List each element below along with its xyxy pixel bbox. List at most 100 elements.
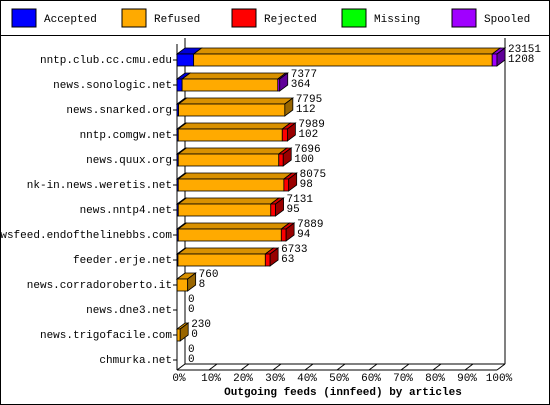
bar (264, 253, 271, 267)
y-tick-label: news.dne3.net (86, 305, 172, 317)
legend-swatch (231, 8, 257, 28)
bar (177, 128, 283, 142)
bar (278, 153, 284, 167)
bar (176, 328, 181, 342)
bar (280, 228, 287, 242)
y-tick-label: feeder.erje.net (73, 255, 172, 267)
legend-swatch (121, 8, 147, 28)
legend-label: Missing (374, 14, 420, 26)
tick-mark (464, 363, 474, 371)
tick-mark (208, 363, 218, 371)
value-label: 102 (298, 129, 318, 141)
x-tick-label: 20% (233, 373, 253, 385)
value-label: 8075 (300, 169, 326, 181)
value-label: 98 (300, 179, 313, 191)
bar-top (177, 147, 288, 155)
chart-title: Outgoing feeds (innfeed) by articles (224, 387, 462, 399)
bar (178, 103, 286, 117)
legend-swatch (11, 8, 37, 28)
bar-top (177, 97, 295, 105)
tick-mark (368, 363, 378, 371)
y-tick-label: news.corradoroberto.it (27, 280, 172, 292)
legend-label: Rejected (264, 14, 317, 26)
value-label: 7377 (291, 69, 317, 81)
x-tick-label: 100% (486, 373, 513, 385)
value-label: 7989 (298, 119, 324, 131)
value-label: 230 (191, 319, 211, 331)
bar-side (282, 147, 292, 167)
tick-mark (272, 363, 282, 371)
bar-top (177, 197, 280, 205)
value-label: 100 (294, 154, 314, 166)
legend-label: Spooled (484, 14, 530, 26)
y-tick-label: newsfeed.endofthelinebbs.com (0, 230, 172, 242)
value-label: 760 (199, 269, 219, 281)
bar (177, 178, 285, 192)
x-tick-label: 90% (457, 373, 477, 385)
bar-top (180, 72, 287, 80)
value-label: 0 (188, 354, 195, 366)
x-tick-label: 30% (265, 373, 285, 385)
bar-side (275, 197, 284, 217)
y-tick-label: chmurka.net (99, 355, 172, 367)
bar (177, 228, 282, 242)
bar-side (284, 97, 294, 117)
value-label: 7131 (287, 194, 314, 206)
bar (193, 53, 493, 67)
bar (177, 203, 272, 217)
y-tick-label: nk-in.news.weretis.net (27, 180, 172, 192)
bar-side (286, 122, 296, 142)
x-tick-label: 0% (172, 373, 186, 385)
value-label: 7795 (296, 94, 322, 106)
bar (176, 278, 189, 292)
bar-top (177, 222, 291, 230)
value-label: 0 (191, 329, 198, 341)
y-tick-label: news.quux.org (86, 155, 172, 167)
x-tick-label: 40% (297, 373, 317, 385)
bar (176, 78, 183, 92)
value-label: 1208 (508, 54, 534, 66)
value-label: 0 (188, 344, 195, 356)
bar (491, 53, 498, 67)
y-tick-label: news.trigofacile.com (40, 330, 172, 342)
x-tick-label: 80% (425, 373, 445, 385)
bar-top (177, 122, 292, 130)
bar (177, 153, 280, 167)
value-label: 95 (287, 204, 300, 216)
value-label: 7696 (294, 144, 320, 156)
tick-mark (176, 363, 186, 371)
tick-mark (400, 363, 410, 371)
value-label: 94 (297, 229, 311, 241)
tick-mark (432, 363, 442, 371)
bar-top (177, 172, 294, 180)
bar-side (187, 272, 197, 292)
x-tick-label: 60% (361, 373, 381, 385)
tick-mark (304, 363, 314, 371)
bar (181, 78, 279, 92)
value-label: 8 (199, 279, 206, 291)
value-label: 23151 (508, 44, 541, 56)
tick-mark (240, 363, 250, 371)
bar (177, 253, 266, 267)
y-tick-label: nntp.comgw.net (80, 130, 172, 142)
value-label: 63 (281, 254, 294, 266)
y-tick-label: news.snarked.org (66, 105, 172, 117)
value-label: 7889 (297, 219, 323, 231)
legend-swatch (341, 8, 367, 28)
bar-side (269, 247, 279, 267)
legend-label: Refused (154, 14, 200, 26)
x-tick-label: 50% (329, 373, 349, 385)
bar-side (279, 72, 289, 92)
y-tick-label: news.nntp4.net (80, 205, 172, 217)
legend-swatch (451, 8, 477, 28)
bar (281, 128, 288, 142)
x-tick-label: 10% (201, 373, 221, 385)
bar-side (179, 322, 189, 342)
y-tick-label: news.sonologic.net (53, 80, 172, 92)
bar-side (285, 222, 295, 242)
bar-top (192, 47, 502, 55)
y-tick-label: nntp.club.cc.cmu.edu (40, 55, 172, 67)
bar (283, 178, 290, 192)
value-label: 0 (188, 304, 195, 316)
